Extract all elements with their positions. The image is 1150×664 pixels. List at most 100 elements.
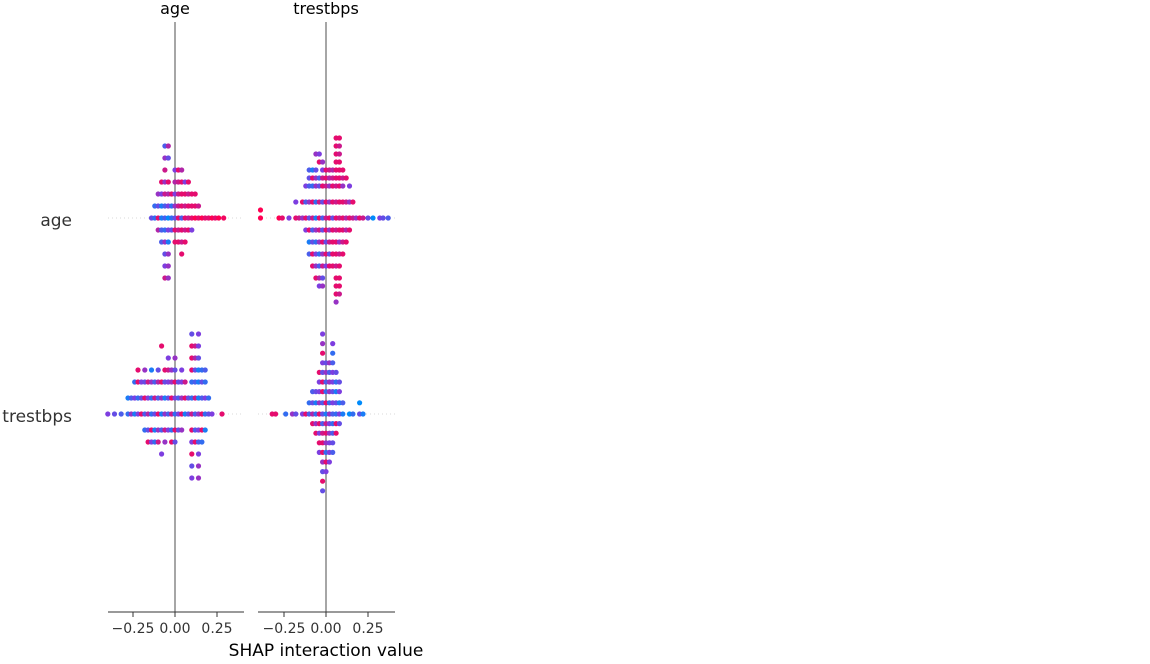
x-axis-label: SHAP interaction value (229, 641, 424, 660)
point-trestbps-age-10 (195, 355, 202, 361)
point-trestbps-age-71 (105, 411, 111, 417)
point-trestbps-trestbps-30 (336, 389, 342, 395)
point-trestbps-trestbps-95 (323, 469, 329, 475)
point-trestbps-age-122 (162, 439, 168, 445)
point-trestbps-trestbps-42 (357, 400, 363, 406)
point-trestbps-age-99 (209, 411, 215, 417)
point-age-age-7 (179, 167, 185, 173)
x-tick-label-age-1: 0.00 (159, 621, 190, 637)
point-trestbps-age-7 (172, 355, 178, 361)
point-trestbps-trestbps-0 (320, 331, 326, 337)
point-age-trestbps-14 (313, 167, 319, 173)
point-trestbps-trestbps-60 (340, 411, 346, 417)
point-trestbps-trestbps-73 (336, 421, 342, 427)
point-age-trestbps-94 (257, 215, 264, 221)
point-trestbps-age-112 (179, 427, 185, 433)
point-age-age-4 (162, 167, 168, 173)
point-age-trestbps-3 (336, 143, 342, 149)
point-age-trestbps-66 (279, 215, 285, 221)
point-trestbps-trestbps-96 (320, 478, 326, 484)
point-trestbps-age-40 (182, 379, 188, 385)
point-trestbps-age-132 (189, 463, 195, 469)
point-trestbps-age-2 (159, 343, 165, 349)
point-age-trestbps-9 (320, 159, 326, 165)
point-trestbps-trestbps-1 (320, 341, 326, 347)
point-age-trestbps-108 (346, 227, 353, 233)
point-age-trestbps-45 (340, 183, 346, 189)
point-trestbps-trestbps-97 (320, 488, 326, 494)
point-age-age-15 (185, 179, 191, 185)
row-label-trestbps: trestbps (2, 407, 72, 427)
point-trestbps-trestbps-85 (330, 440, 336, 446)
point-age-trestbps-151 (336, 291, 342, 297)
point-age-trestbps-93 (385, 215, 391, 221)
x-axes: −0.25 0.00 0.25 −0.25 0.00 0.25 (108, 611, 395, 637)
point-age-age-88 (165, 275, 171, 281)
point-trestbps-trestbps-64 (360, 411, 366, 417)
point-age-age-10 (165, 179, 171, 185)
point-trestbps-trestbps-2 (330, 341, 336, 347)
point-trestbps-age-70 (206, 395, 212, 401)
x-tick-label-age-0: −0.25 (112, 621, 155, 637)
point-trestbps-age-1 (195, 331, 202, 337)
points (105, 135, 391, 494)
point-trestbps-age-5 (195, 343, 202, 349)
row-label-age: age (40, 211, 72, 231)
point-age-trestbps-89 (365, 215, 371, 221)
point-age-age-86 (165, 263, 171, 269)
point-trestbps-age-13 (148, 367, 155, 373)
point-age-trestbps-149 (336, 283, 342, 289)
point-trestbps-trestbps-8 (330, 360, 336, 366)
point-trestbps-age-18 (172, 367, 178, 373)
point-age-trestbps-63 (350, 199, 356, 205)
point-trestbps-trestbps-41 (340, 400, 346, 406)
point-trestbps-age-131 (195, 451, 202, 457)
point-age-age-83 (165, 251, 171, 257)
point-trestbps-age-72 (111, 411, 118, 417)
point-age-age-41 (195, 203, 202, 209)
point-age-trestbps-67 (286, 215, 292, 221)
point-trestbps-age-134 (189, 475, 195, 481)
row-guides (108, 217, 395, 415)
point-age-age-74 (189, 227, 195, 233)
x-tick-label-trestbps-2: 0.25 (352, 621, 383, 637)
point-trestbps-trestbps-44 (273, 411, 279, 417)
point-trestbps-trestbps-45 (283, 411, 289, 417)
point-trestbps-trestbps-80 (333, 430, 339, 436)
point-age-age-3 (165, 155, 171, 161)
point-trestbps-age-24 (202, 367, 208, 373)
point-trestbps-age-6 (165, 355, 171, 361)
point-age-trestbps-90 (370, 215, 376, 221)
point-age-trestbps-21 (340, 167, 346, 173)
point-age-trestbps-147 (320, 283, 326, 289)
point-trestbps-age-100 (219, 411, 225, 417)
point-trestbps-age-14 (155, 367, 161, 373)
point-age-age-62 (216, 215, 222, 221)
point-trestbps-age-129 (159, 451, 165, 457)
point-age-trestbps-11 (336, 159, 342, 165)
point-trestbps-age-117 (202, 427, 208, 433)
point-age-trestbps-88 (360, 215, 366, 221)
point-trestbps-age-19 (179, 367, 185, 373)
point-age-age-77 (165, 239, 171, 245)
point-age-trestbps-92 (380, 215, 386, 221)
point-trestbps-age-0 (189, 331, 195, 337)
point-age-trestbps-64 (257, 207, 264, 213)
point-trestbps-trestbps-14 (333, 369, 339, 375)
point-trestbps-age-130 (189, 451, 195, 457)
x-tick-label-age-2: 0.25 (201, 621, 232, 637)
zero-lines (174, 22, 327, 612)
point-trestbps-age-11 (135, 367, 141, 373)
point-trestbps-age-73 (118, 411, 124, 417)
point-trestbps-age-124 (172, 439, 178, 445)
point-age-trestbps-47 (293, 199, 299, 205)
point-age-trestbps-140 (336, 263, 342, 269)
point-trestbps-trestbps-62 (350, 411, 356, 417)
point-age-trestbps-33 (343, 175, 349, 181)
point-trestbps-age-133 (195, 463, 202, 469)
point-age-trestbps-131 (340, 251, 346, 257)
point-age-trestbps-7 (336, 151, 342, 157)
point-age-age-84 (179, 251, 185, 257)
